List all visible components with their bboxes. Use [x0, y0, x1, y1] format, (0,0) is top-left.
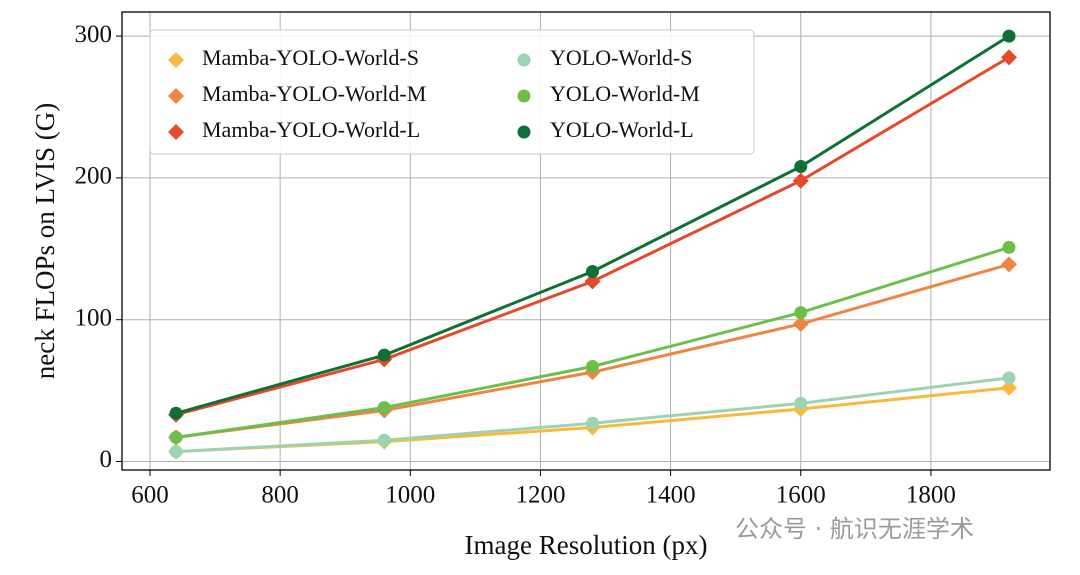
marker [1001, 256, 1018, 273]
x-tick-label: 1800 [906, 482, 956, 509]
marker [586, 416, 600, 430]
legend-label: Mamba-YOLO-World-L [202, 117, 420, 142]
series-line [175, 376, 1010, 454]
marker [792, 172, 809, 189]
marker [168, 52, 184, 68]
marker [1001, 379, 1018, 396]
marker [168, 88, 184, 104]
legend: Mamba-YOLO-World-S Mamba-YOLO-World-M Mamb… [149, 29, 755, 155]
legend-label: Mamba-YOLO-World-S [202, 45, 419, 70]
y-tick-label: 200 [75, 163, 113, 190]
plot-frame [121, 11, 1051, 471]
legend-label: YOLO-World-S [550, 45, 692, 70]
x-tick-label: 1600 [776, 482, 826, 509]
series-line [175, 262, 1010, 439]
marker [794, 396, 808, 410]
x-tick-label: 1400 [646, 482, 696, 509]
marker [168, 124, 184, 140]
marker [1002, 371, 1016, 385]
x-tick-label: 1200 [515, 482, 565, 509]
marker [169, 445, 183, 459]
y-axis-label: neck FLOPs on LVIS (G) [30, 103, 60, 380]
marker [792, 315, 809, 332]
marker [169, 430, 183, 444]
marker [377, 433, 391, 447]
marker [794, 160, 808, 174]
legend-label: YOLO-World-M [550, 81, 700, 106]
marker [584, 273, 601, 290]
legend-frame [149, 29, 755, 155]
marker [517, 53, 531, 67]
watermark: 公众号 · 航识无涯学术 [735, 515, 974, 543]
y-tick-label: 100 [75, 304, 113, 331]
x-axis-label: Image Resolution (px) [465, 530, 708, 560]
marker [1002, 29, 1016, 43]
x-tick-label: 800 [261, 482, 299, 509]
legend-label: YOLO-World-L [550, 117, 694, 142]
marker [1002, 240, 1016, 254]
marker [377, 348, 391, 362]
y-tick-label: 0 [100, 446, 113, 473]
x-tick-label: 1000 [385, 482, 435, 509]
marker [377, 401, 391, 415]
x-tick-label: 600 [131, 482, 169, 509]
marker [794, 306, 808, 320]
y-tick-label: 300 [75, 21, 113, 48]
legend-label: Mamba-YOLO-World-M [202, 81, 426, 106]
marker [169, 406, 183, 420]
marker [517, 89, 531, 103]
marker [517, 125, 531, 139]
marker [586, 264, 600, 278]
marker [1001, 49, 1018, 66]
marker [586, 359, 600, 373]
